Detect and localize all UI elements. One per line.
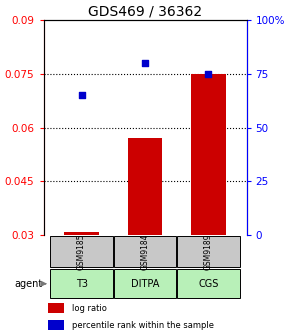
Text: GSM9185: GSM9185 xyxy=(77,234,86,270)
Point xyxy=(143,60,147,66)
Bar xyxy=(114,269,176,298)
Bar xyxy=(177,269,240,298)
Bar xyxy=(177,237,240,267)
Bar xyxy=(48,320,64,331)
Text: GSM9189: GSM9189 xyxy=(204,234,213,270)
Bar xyxy=(50,237,113,267)
Bar xyxy=(191,74,226,235)
Point xyxy=(206,71,211,77)
Bar xyxy=(48,303,64,313)
Text: GSM9184: GSM9184 xyxy=(140,234,150,270)
Text: CGS: CGS xyxy=(198,279,219,289)
Text: DITPA: DITPA xyxy=(131,279,159,289)
Text: T3: T3 xyxy=(76,279,88,289)
Text: percentile rank within the sample: percentile rank within the sample xyxy=(72,321,214,330)
Bar xyxy=(50,269,113,298)
Text: log ratio: log ratio xyxy=(72,304,107,313)
Point xyxy=(79,93,84,98)
Bar xyxy=(128,138,162,235)
Text: agent: agent xyxy=(14,279,42,289)
Bar xyxy=(64,232,99,235)
Title: GDS469 / 36362: GDS469 / 36362 xyxy=(88,5,202,19)
Bar xyxy=(114,237,176,267)
